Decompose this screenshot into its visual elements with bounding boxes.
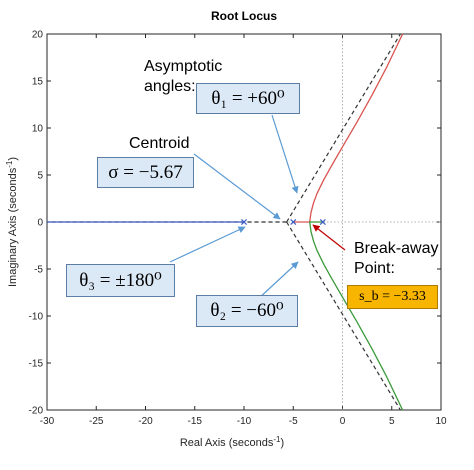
- x-tick-label: 0: [340, 416, 346, 427]
- sigma-box: σ = −5.67: [97, 157, 194, 188]
- locus-branches: [47, 33, 404, 411]
- theta2-box: θ₂ = −60⁰: [196, 295, 298, 327]
- arrow-theta2: [256, 261, 299, 301]
- y-tick-label: 15: [32, 77, 44, 88]
- centroid-label: Centroid: [129, 135, 190, 152]
- x-axis-label: Real Axis (seconds-1): [180, 435, 284, 450]
- x-axis-label-text: Real Axis (seconds: [180, 437, 274, 449]
- asymptotic-angles-label: Asymptotic angles:: [144, 57, 222, 97]
- locus-branch: [309, 221, 404, 411]
- x-tick-label: 10: [435, 416, 447, 427]
- y-axis-label: Imaginary Axis (seconds-1): [5, 157, 20, 287]
- asymptote: [286, 33, 401, 223]
- breakaway-label: Break-away Point:: [354, 239, 438, 279]
- x-tick-label: -15: [188, 416, 203, 427]
- y-axis-label-close: ): [7, 157, 19, 161]
- locus-branch: [293, 33, 404, 223]
- x-tick-label: -25: [89, 416, 104, 427]
- x-axis-label-exponent: -1: [273, 435, 281, 444]
- y-tick-label: 10: [32, 124, 44, 135]
- x-tick-label: -5: [289, 416, 298, 427]
- y-axis-label-exponent: -1: [5, 160, 14, 168]
- breakaway-value-box: s_b = −3.33: [347, 285, 438, 309]
- y-tick-label: -15: [29, 359, 44, 370]
- y-tick-label: 20: [32, 30, 44, 41]
- pole-marker: [240, 218, 248, 226]
- asymptote: [286, 221, 401, 411]
- breakaway-line1: Break-away: [354, 240, 439, 257]
- pole-markers: [240, 218, 326, 226]
- asymptotic-angles-line1: Asymptotic: [144, 58, 223, 75]
- theta1-box: θ₁ = +60⁰: [196, 83, 300, 114]
- x-axis-label-close: ): [281, 437, 285, 449]
- y-tick-label: -10: [29, 312, 44, 323]
- theta3-box: θ₃ = ±180⁰: [66, 264, 175, 297]
- x-tick-label: -20: [138, 416, 153, 427]
- y-tick-label: -20: [29, 406, 44, 417]
- y-tick-label: 5: [37, 171, 43, 182]
- breakaway-line2: Point:: [354, 260, 395, 277]
- asymptotic-angles-line2: angles:: [144, 78, 196, 95]
- y-tick-label: 0: [37, 218, 43, 229]
- x-tick-label: 5: [389, 416, 395, 427]
- y-axis-label-text: Imaginary Axis (seconds: [7, 167, 19, 287]
- x-tick-label: -10: [237, 416, 252, 427]
- chart-title: Root Locus: [211, 9, 277, 23]
- axis-ticks: -30 -25 -20 -15 -10 -5 0 5 10 -20 -15 -10 -5 0 5 10 15 20: [29, 30, 447, 428]
- y-tick-label: -5: [34, 265, 43, 276]
- pole-marker: [290, 218, 297, 226]
- annotation-arrows: [169, 114, 346, 301]
- pole-marker: [319, 218, 326, 226]
- arrow-centroid: [193, 153, 281, 220]
- arrow-theta3: [169, 226, 246, 263]
- arrow-breakaway: [312, 224, 346, 251]
- arrow-theta1: [271, 114, 299, 194]
- x-tick-label: -30: [40, 416, 55, 427]
